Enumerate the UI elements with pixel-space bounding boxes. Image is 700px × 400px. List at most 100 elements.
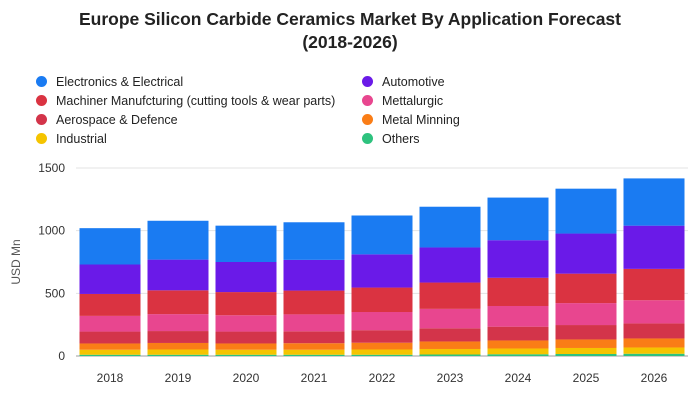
chart-title-line-1: Europe Silicon Carbide Ceramics Market B… xyxy=(78,9,621,29)
bar-segment[interactable] xyxy=(147,354,209,356)
bar-segment[interactable] xyxy=(555,325,617,340)
bar-segment[interactable] xyxy=(623,338,685,348)
bar-segment[interactable] xyxy=(147,290,209,315)
bar-segment[interactable] xyxy=(487,326,549,341)
bar-segment[interactable] xyxy=(487,348,549,355)
bar-segment[interactable] xyxy=(79,315,141,332)
bar-segment[interactable] xyxy=(215,315,277,332)
bar-segment[interactable] xyxy=(419,308,481,329)
legend-item-electronics[interactable]: Electronics & Electrical xyxy=(36,72,183,91)
bar-segment[interactable] xyxy=(215,354,277,356)
bar-segment[interactable] xyxy=(623,268,685,301)
bar-segment[interactable] xyxy=(623,323,685,339)
bar-segment[interactable] xyxy=(147,331,209,343)
bar-segment[interactable] xyxy=(79,264,141,294)
bar-segment[interactable] xyxy=(419,341,481,349)
legend-label: Automotive xyxy=(382,74,445,89)
y-axis-title: USD Mn xyxy=(9,239,23,284)
bar-segment[interactable] xyxy=(623,300,685,324)
bar-segment[interactable] xyxy=(555,273,617,304)
bar-segment[interactable] xyxy=(351,254,413,288)
bar-segment[interactable] xyxy=(623,225,685,269)
bar-segment[interactable] xyxy=(555,347,617,354)
bar-segment[interactable] xyxy=(147,349,209,355)
bar-segment[interactable] xyxy=(419,247,481,283)
bar-segment[interactable] xyxy=(351,342,413,350)
x-tick-label: 2024 xyxy=(505,371,532,385)
bar-segment[interactable] xyxy=(215,343,277,350)
chart-title-line-2: (2018-2026) xyxy=(302,32,398,52)
bar-segment[interactable] xyxy=(487,197,549,241)
legend-label: Others xyxy=(382,131,420,146)
bar-segment[interactable] xyxy=(283,343,345,350)
legend-item-machinery[interactable]: Machiner Manufcturing (cutting tools & w… xyxy=(36,91,335,110)
bar-segment[interactable] xyxy=(351,354,413,356)
bar-segment[interactable] xyxy=(555,303,617,326)
bar-segment[interactable] xyxy=(555,339,617,348)
bar-segment[interactable] xyxy=(623,178,685,226)
bar-segment[interactable] xyxy=(79,228,141,265)
bar-segment[interactable] xyxy=(215,292,277,316)
legend-swatch xyxy=(362,114,373,125)
bar-segment[interactable] xyxy=(419,348,481,355)
legend-label: Mettalurgic xyxy=(382,93,444,108)
bar-segment[interactable] xyxy=(419,354,481,356)
bar-segment[interactable] xyxy=(147,314,209,332)
bar-segment[interactable] xyxy=(283,354,345,356)
bar-segment[interactable] xyxy=(79,293,141,316)
x-axis-ticks: 2018 2019 2020 2021 2022 2023 2024 2025 2026 xyxy=(97,371,668,385)
legend-swatch xyxy=(36,114,47,125)
bar-segment[interactable] xyxy=(487,340,549,349)
bar-segment[interactable] xyxy=(623,353,685,356)
bar-segment[interactable] xyxy=(79,349,141,355)
x-tick-label: 2019 xyxy=(165,371,192,385)
bar-segment[interactable] xyxy=(487,354,549,356)
bar-segment[interactable] xyxy=(419,328,481,342)
legend-item-aerospace[interactable]: Aerospace & Defence xyxy=(36,110,178,129)
bar-segment[interactable] xyxy=(487,305,549,327)
bar-segment[interactable] xyxy=(419,206,481,248)
bar-segment[interactable] xyxy=(79,354,141,356)
bar-segment[interactable] xyxy=(283,259,345,291)
bar-segment[interactable] xyxy=(283,331,345,344)
bar-segment[interactable] xyxy=(351,215,413,255)
legend-item-others[interactable]: Others xyxy=(362,129,420,148)
bar-segment[interactable] xyxy=(147,220,209,260)
legend-item-automotive[interactable]: Automotive xyxy=(362,72,445,91)
legend-item-industrial[interactable]: Industrial xyxy=(36,129,107,148)
bar-segment[interactable] xyxy=(351,330,413,343)
x-tick-label: 2023 xyxy=(437,371,464,385)
bar-segment[interactable] xyxy=(283,290,345,315)
bar-segment[interactable] xyxy=(215,349,277,355)
bar-segment[interactable] xyxy=(623,347,685,354)
bar-segment[interactable] xyxy=(283,222,345,260)
x-tick-label: 2025 xyxy=(573,371,600,385)
legend-label: Industrial xyxy=(56,131,107,146)
bar-segment[interactable] xyxy=(419,282,481,309)
bar-segment[interactable] xyxy=(215,225,277,262)
legend-swatch xyxy=(36,76,47,87)
bar-segment[interactable] xyxy=(215,262,277,293)
bar-segment[interactable] xyxy=(147,259,209,291)
bar-segment[interactable] xyxy=(283,349,345,355)
bar-segment[interactable] xyxy=(79,331,141,344)
bar-segment[interactable] xyxy=(283,314,345,332)
bar-segment[interactable] xyxy=(555,353,617,356)
bar-segment[interactable] xyxy=(147,342,209,350)
bar-segment[interactable] xyxy=(79,343,141,350)
y-tick-label: 1500 xyxy=(38,161,65,175)
chart-title: Europe Silicon Carbide Ceramics Market B… xyxy=(0,8,700,54)
bar-segment[interactable] xyxy=(555,188,617,234)
x-tick-label: 2022 xyxy=(369,371,396,385)
legend-item-metal-mining[interactable]: Metal Minning xyxy=(362,110,460,129)
bar-segment[interactable] xyxy=(351,349,413,355)
bar-segment[interactable] xyxy=(351,312,413,331)
bar-segment[interactable] xyxy=(555,233,617,274)
legend-swatch xyxy=(36,133,47,144)
bar-segment[interactable] xyxy=(215,331,277,344)
bar-segment[interactable] xyxy=(487,240,549,278)
bar-segment[interactable] xyxy=(351,287,413,313)
legend-item-metallurgic[interactable]: Mettalurgic xyxy=(362,91,443,110)
bar-segment[interactable] xyxy=(487,277,549,306)
